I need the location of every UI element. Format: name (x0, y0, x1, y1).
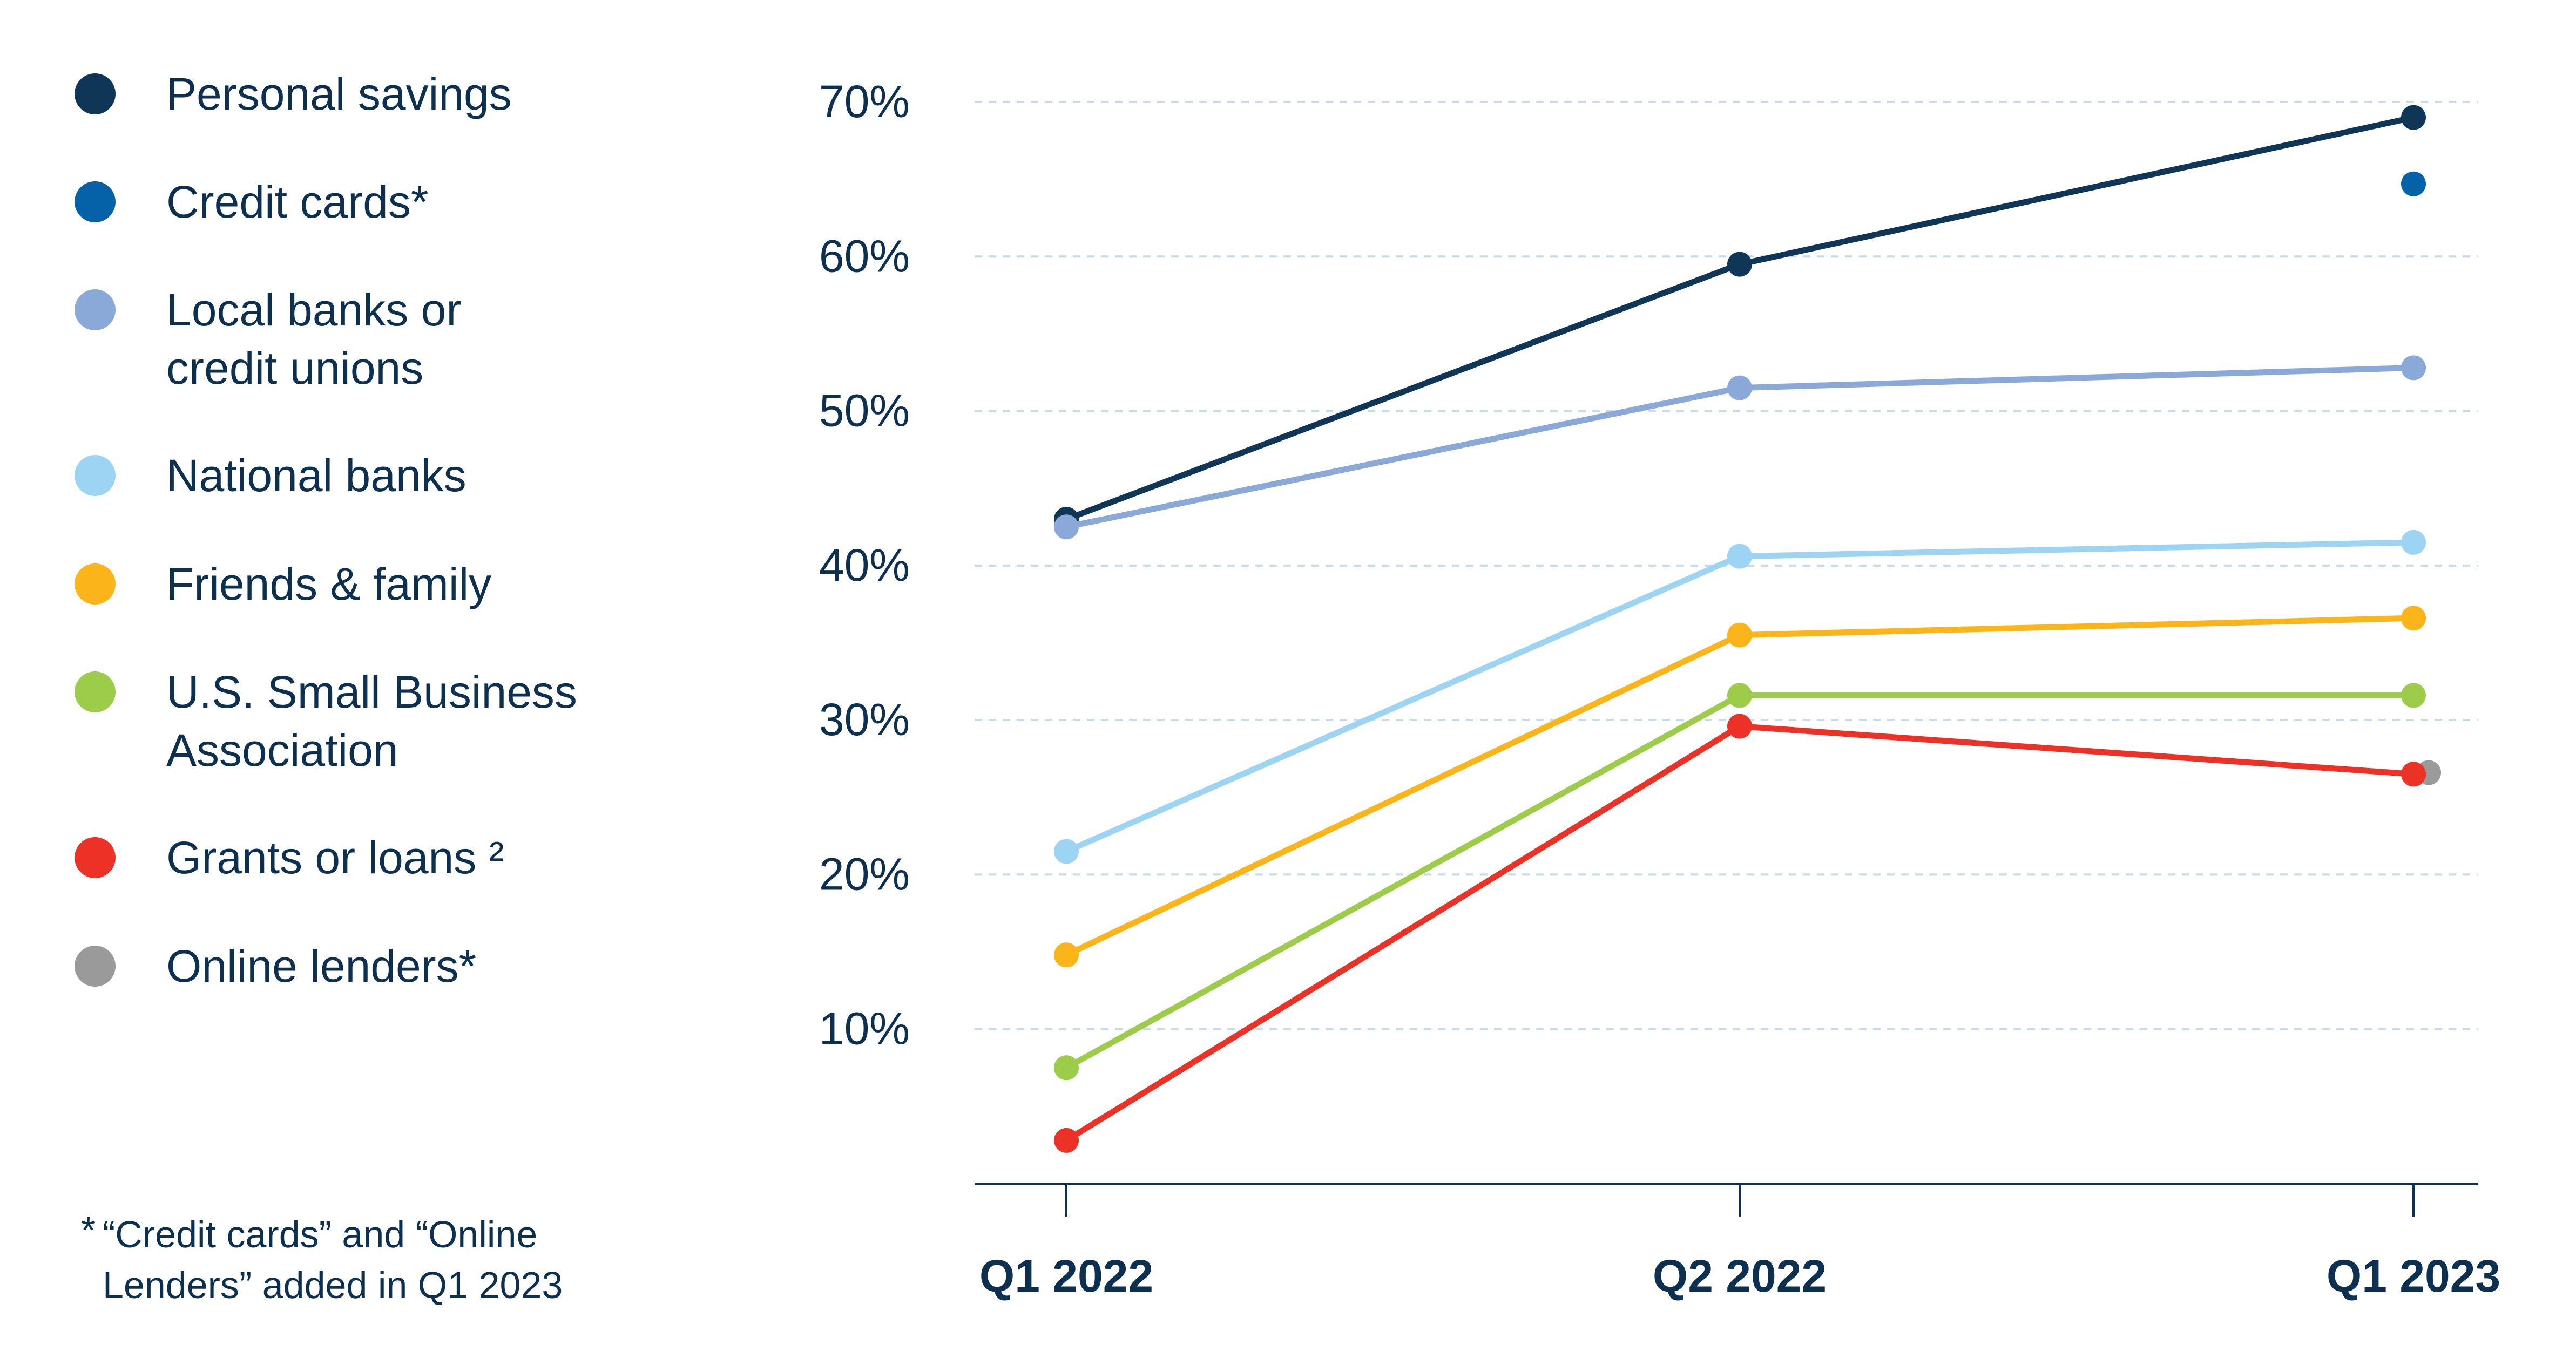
footnote-star: * (81, 1209, 96, 1251)
x-tick-label: Q1 2022 (979, 1251, 1153, 1301)
legend-item: Personal savings (75, 65, 512, 123)
legend-item: National banks (75, 446, 466, 505)
data-point (2401, 529, 2426, 555)
data-point (1054, 1128, 1079, 1153)
series-3 (1054, 529, 2426, 864)
y-tick-label: 10% (819, 1003, 910, 1054)
y-tick-label: 50% (819, 385, 910, 436)
legend-swatch (75, 946, 116, 987)
series-6 (1054, 714, 2426, 1153)
legend-label: Local banks or credit unions (166, 284, 462, 393)
data-point (1727, 683, 1752, 708)
data-point (2401, 606, 2426, 631)
legend-item: Credit cards* (75, 173, 429, 231)
y-tick-label: 40% (819, 540, 910, 590)
legend-label: National banks (166, 450, 466, 501)
series-line (1063, 615, 2417, 958)
y-tick-label: 60% (819, 230, 910, 281)
series-1 (2401, 171, 2426, 196)
legend-item: U.S. Small Business Association (75, 663, 577, 779)
series-line (1063, 692, 2417, 1071)
legend-swatch (75, 181, 116, 222)
y-axis-ticks: 10% 20% 30% 40% 50% 60% 70% (819, 76, 910, 1054)
series-2 (1054, 355, 2426, 540)
footnote-text: “Credit cards” and “Online Lenders” adde… (103, 1213, 563, 1306)
data-point (1054, 942, 1079, 968)
series-5 (1054, 683, 2426, 1081)
legend-label: Credit cards* (166, 176, 429, 227)
series-line (1063, 723, 2417, 1144)
legend-label: U.S. Small Business Association (166, 667, 577, 776)
legend-swatch (75, 837, 116, 878)
x-tick-label: Q1 2023 (2327, 1251, 2500, 1301)
data-point (2401, 762, 2426, 787)
series-group (1054, 105, 2441, 1153)
x-axis-ticks: Q1 2022 Q2 2022 Q1 2023 (979, 1184, 2500, 1301)
footnote: * “Credit cards” and “Online Lenders” ad… (81, 1209, 729, 1310)
series-4 (1054, 606, 2426, 968)
data-point (1727, 714, 1752, 739)
legend-swatch (75, 73, 116, 114)
gridlines (975, 101, 2478, 1030)
legend-swatch (75, 671, 116, 712)
data-point (2401, 683, 2426, 708)
data-point (1727, 375, 1752, 400)
legend-label: Friends & family (166, 559, 492, 609)
series-line (1063, 114, 2417, 522)
legend-swatch (75, 289, 116, 330)
legend-item: Online lenders* (75, 937, 476, 995)
y-tick-label: 70% (819, 76, 910, 127)
legend-label: Online lenders* (166, 941, 477, 991)
data-point (2401, 355, 2426, 381)
x-tick-label: Q2 2022 (1653, 1251, 1827, 1301)
y-tick-label: 20% (819, 848, 910, 899)
legend-item: Grants or loans ² (75, 828, 504, 887)
legend-label: Personal savings (166, 69, 512, 119)
legend-item: Friends & family (75, 555, 491, 613)
data-point (1727, 622, 1752, 648)
legend-label: Grants or loans ² (166, 832, 504, 883)
legend-item: Local banks or credit unions (75, 281, 461, 397)
legend-swatch (75, 455, 116, 496)
data-point (1727, 544, 1752, 569)
data-point (1054, 514, 1079, 540)
data-point (1054, 1055, 1079, 1081)
data-point (2401, 105, 2426, 130)
data-point (1054, 839, 1079, 864)
data-point (2401, 171, 2426, 196)
series-0 (1054, 105, 2426, 532)
y-tick-label: 30% (819, 694, 910, 745)
data-point (1727, 252, 1752, 277)
legend-swatch (75, 563, 116, 605)
